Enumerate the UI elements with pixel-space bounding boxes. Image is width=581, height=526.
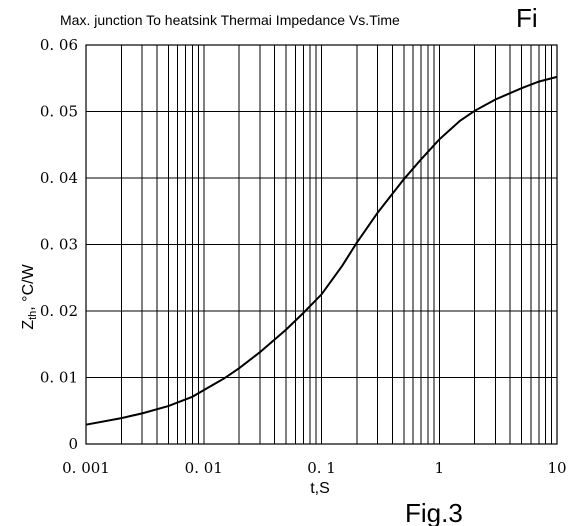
- y-tick-label: 0. 05: [40, 103, 78, 121]
- x-tick-labels: 0. 001 0. 01 0. 1 1 10: [62, 459, 566, 477]
- x-tick-label: 0. 001: [62, 459, 110, 477]
- figure-label-fragment: Fi: [516, 3, 538, 33]
- x-axis-label: t,S: [310, 480, 330, 497]
- figure-label: Fig.3: [405, 498, 463, 526]
- series-line: [85, 75, 558, 426]
- y-tick-label: 0. 06: [40, 36, 78, 54]
- x-tick-label: 10: [547, 459, 566, 477]
- y-tick-label: 0. 01: [40, 369, 78, 387]
- y-axis-label-sub: th: [27, 311, 39, 320]
- y-tick-label: 0. 03: [40, 236, 78, 254]
- y-axis-label-main: Z: [20, 320, 37, 330]
- x-tick-label: 1: [434, 459, 444, 477]
- x-tick-label: 0. 01: [185, 459, 223, 477]
- plot-frame: [85, 44, 558, 445]
- y-tick-labels: 0 0. 01 0. 02 0. 03 0. 04 0. 05 0. 06: [40, 36, 78, 453]
- y-axis-label: Zth, °C/W: [20, 263, 39, 329]
- y-axis-label-rest: , °C/W: [20, 263, 37, 310]
- y-tick-label: 0. 04: [40, 169, 78, 187]
- grid: [86, 45, 557, 444]
- chart-title: Max. junction To heatsink Thermai Impeda…: [60, 12, 400, 28]
- y-tick-label: 0. 02: [40, 302, 78, 320]
- y-tick-label: 0: [68, 435, 78, 453]
- x-tick-label: 0. 1: [307, 459, 336, 477]
